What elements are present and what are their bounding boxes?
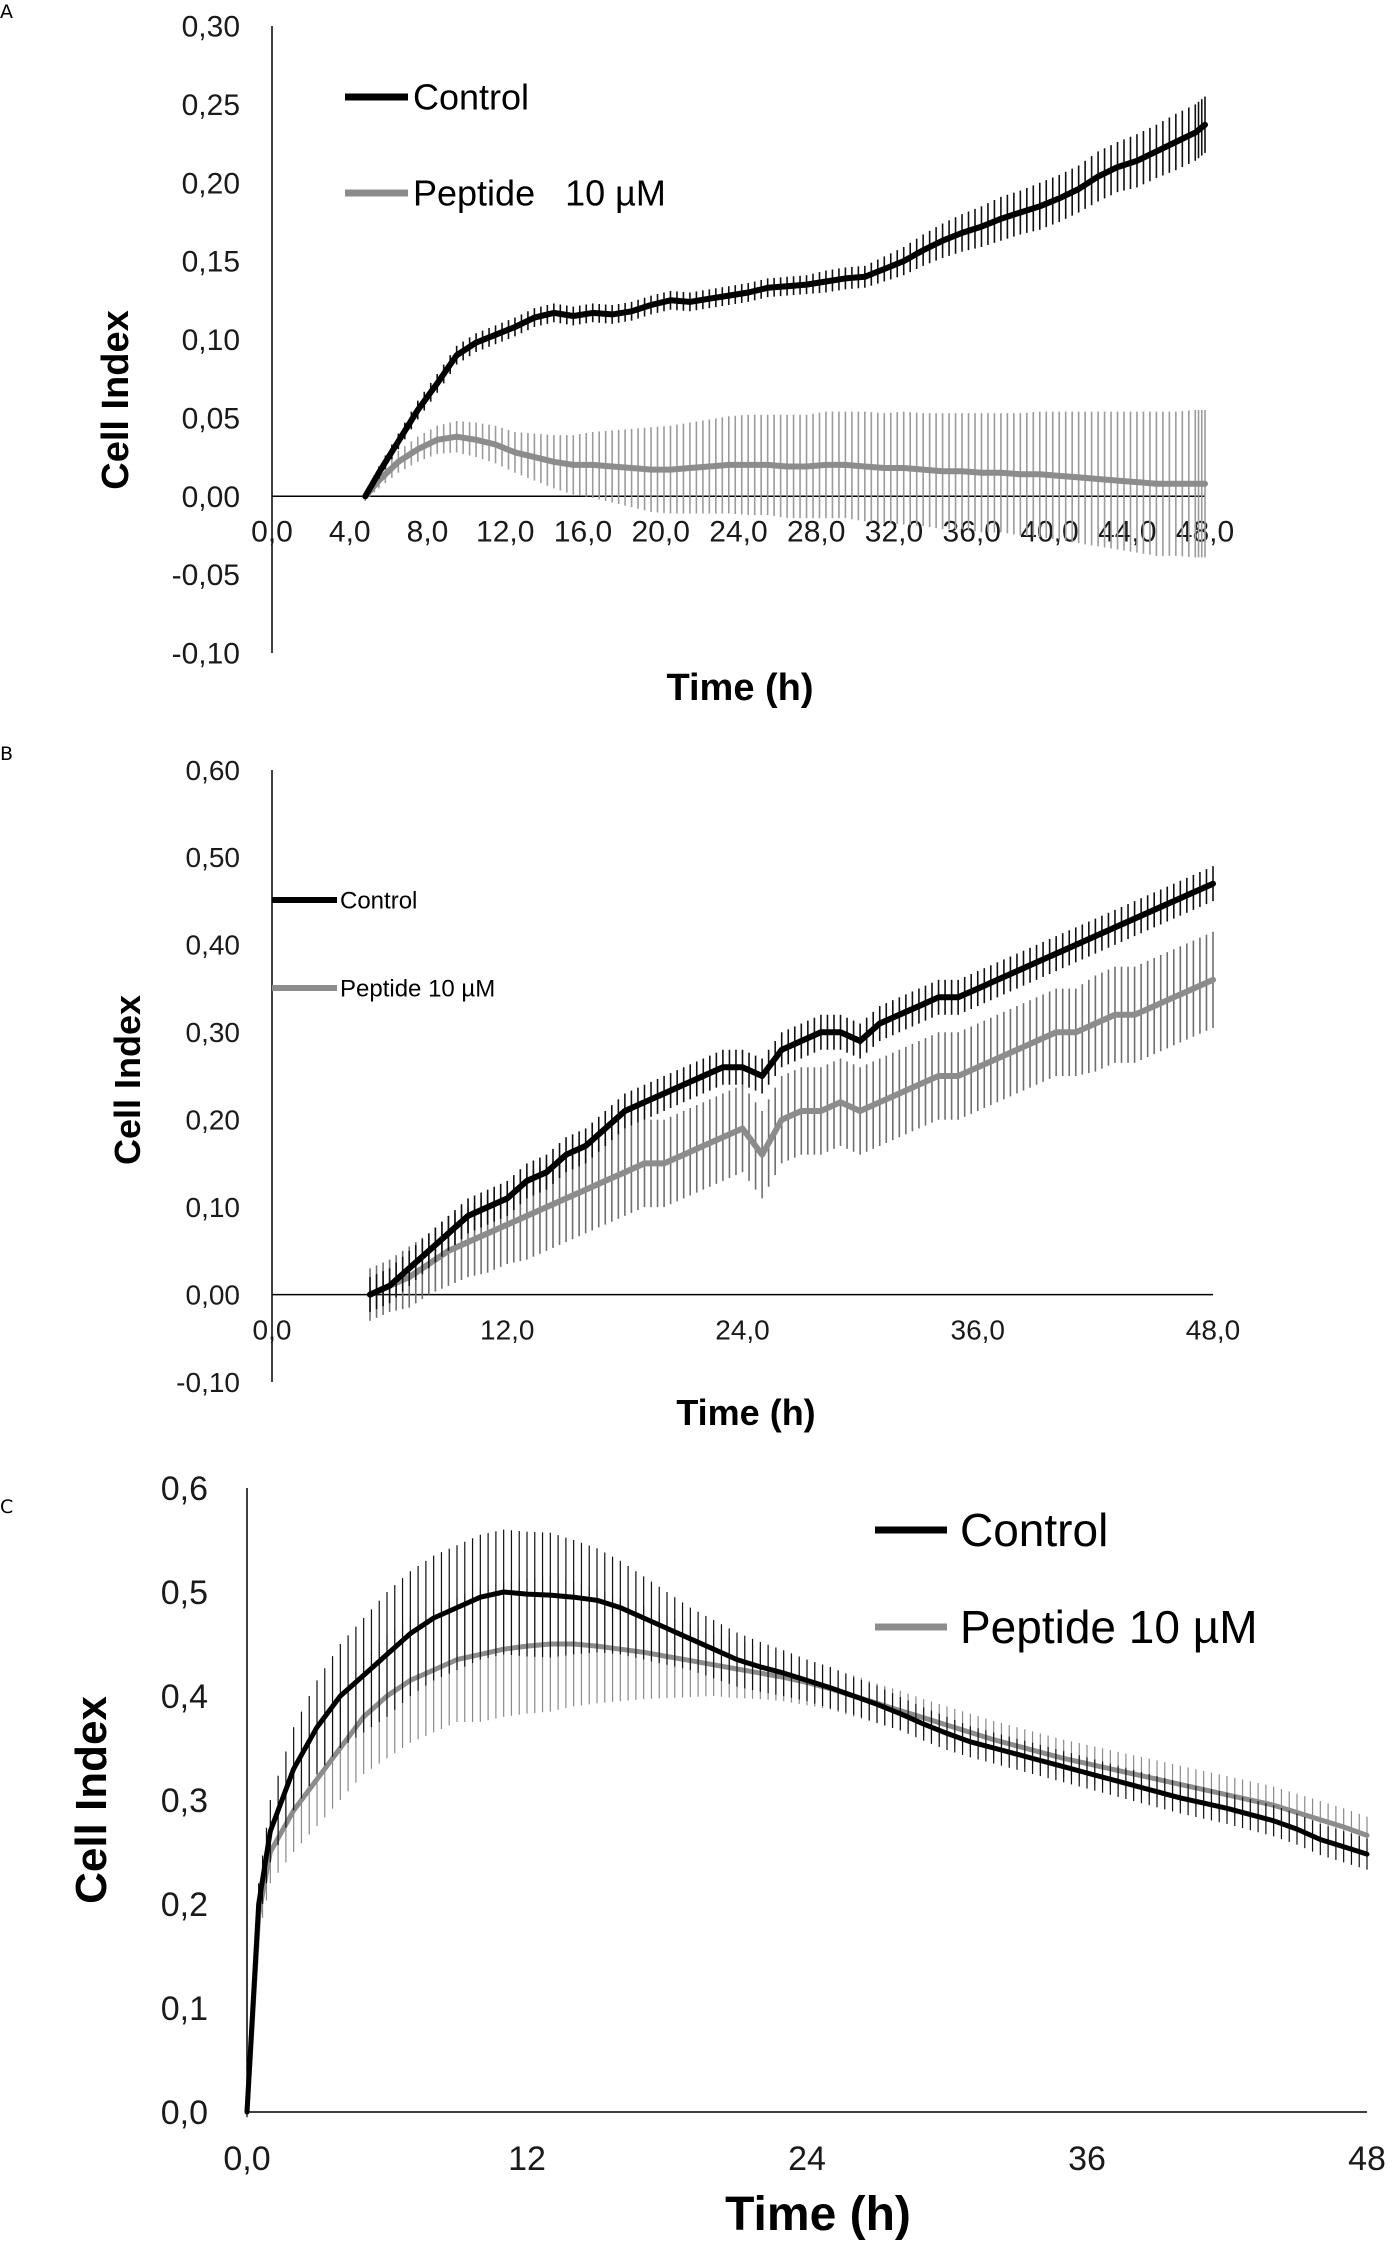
y-tick-label: 0,6 — [161, 1470, 208, 1508]
series-peptide — [244, 1576, 1370, 2118]
series-peptide — [367, 931, 1216, 1321]
x-axis-title: Time (h) — [725, 2188, 911, 2241]
x-tick-label: 24 — [788, 2140, 826, 2178]
x-tick-label: 4,0 — [329, 515, 371, 548]
y-tick-label: 0,3 — [161, 1782, 208, 1820]
series-control — [244, 1529, 1370, 2118]
x-tick-label: 28,0 — [787, 515, 845, 548]
y-tick-label: 0,05 — [182, 402, 240, 435]
x-axis-title: Time (h) — [666, 667, 813, 709]
y-axis-title: Cell Index — [107, 995, 148, 1165]
x-tick-label: 40,0 — [1020, 515, 1078, 548]
x-tick-label: 0,0 — [253, 1315, 292, 1346]
peptide-line — [367, 976, 1216, 1298]
x-tick-label: 20,0 — [632, 515, 690, 548]
y-tick-label: 0,2 — [161, 1886, 208, 1924]
x-tick-label: 0,0 — [251, 515, 293, 548]
x-tick-label: 12 — [508, 2140, 546, 2178]
x-axis-title: Time (h) — [676, 1392, 815, 1433]
y-tick-label: 0,20 — [182, 167, 240, 200]
legend-label-peptide: Peptide 10 µM — [340, 975, 495, 1002]
y-axis-title: Cell Index — [67, 1696, 116, 1904]
y-tick-label: 0,40 — [186, 930, 241, 961]
legend-label-control: Control — [960, 1504, 1108, 1556]
y-tick-label: -0,05 — [172, 559, 240, 592]
y-tick-label: 0,25 — [182, 89, 240, 122]
x-tick-label: 36,0 — [943, 515, 1001, 548]
y-tick-label: 0,60 — [186, 755, 241, 786]
y-tick-label: 0,0 — [161, 2094, 208, 2132]
y-axis-title: Cell Index — [95, 310, 137, 490]
x-tick-label: 32,0 — [865, 515, 923, 548]
legend-label-peptide: Peptide 10 µM — [960, 1601, 1258, 1653]
y-tick-label: 0,10 — [182, 324, 240, 357]
x-tick-label: 36,0 — [951, 1315, 1006, 1346]
y-tick-label: 0,20 — [186, 1105, 241, 1136]
chart-a: -0,10 -0,05 0,00 0,05 0,10 0,15 0,20 0,25 0,30 0,… — [95, 11, 1234, 710]
x-tick-label: 24,0 — [709, 515, 767, 548]
x-tick-label: 12,0 — [480, 1315, 535, 1346]
y-tick-label: 0,00 — [182, 481, 240, 514]
y-tick-label: 0,30 — [182, 11, 240, 44]
series-peptide — [362, 410, 1208, 558]
x-tick-label: 16,0 — [554, 515, 612, 548]
series-control — [367, 866, 1216, 1313]
x-tick-label: 24,0 — [715, 1315, 770, 1346]
control-line — [367, 880, 1216, 1298]
x-tick-label: 12,0 — [476, 515, 534, 548]
x-tick-label: 48 — [1348, 2140, 1386, 2178]
y-tick-label: 0,1 — [161, 1990, 208, 2028]
y-tick-label: 0,5 — [161, 1574, 208, 1612]
y-tick-label: -0,10 — [172, 638, 240, 671]
peptide-line — [244, 1641, 1370, 2115]
panel-label-a: A — [0, 1, 13, 23]
panel-label-c: C — [0, 1496, 13, 1518]
control-line — [362, 121, 1208, 500]
y-tick-label: 0,30 — [186, 1017, 241, 1048]
y-tick-label: 0,15 — [182, 246, 240, 279]
peptide-line — [362, 433, 1208, 500]
panel-label-b: B — [0, 743, 13, 765]
legend-label-control: Control — [413, 77, 529, 118]
x-tick-label: 48,0 — [1186, 1315, 1241, 1346]
chart-c: 0,0 0,1 0,2 0,3 0,4 0,5 0,6 0,0 12 24 36 48 Time (h)… — [67, 1470, 1386, 2241]
y-tick-label: 0,4 — [161, 1678, 208, 1716]
x-tick-label: 44,0 — [1098, 515, 1156, 548]
series-control — [362, 96, 1208, 500]
y-tick-label: 0,00 — [186, 1279, 241, 1310]
x-tick-label: 8,0 — [407, 515, 449, 548]
legend-label-peptide: Peptide 10 µM — [413, 173, 666, 214]
y-tick-label: -0,10 — [176, 1367, 240, 1398]
x-tick-label: 36 — [1068, 2140, 1106, 2178]
x-tick-label: 0,0 — [223, 2140, 270, 2178]
y-tick-label: 0,10 — [186, 1192, 241, 1223]
chart-b: -0,10 0,00 0,10 0,20 0,30 0,40 0,50 0,60 0,0 12,0… — [107, 755, 1240, 1433]
y-tick-label: 0,50 — [186, 842, 241, 873]
legend-label-control: Control — [340, 887, 417, 914]
control-line — [244, 1589, 1370, 2115]
